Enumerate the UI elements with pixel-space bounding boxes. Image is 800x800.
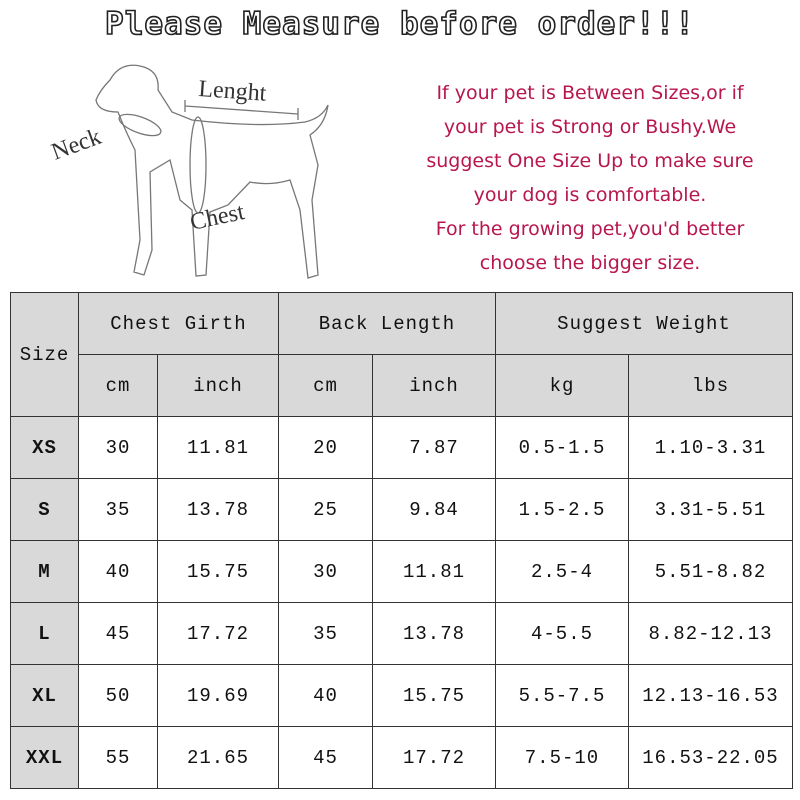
value-cell: 19.69	[157, 664, 279, 727]
value-cell: 2.5-4	[495, 540, 629, 603]
unit-header: inch	[372, 354, 496, 417]
value-cell: 5.5-7.5	[495, 664, 629, 727]
table-row: M 40 15.75 30 11.81 2.5-4 5.51-8.82	[10, 540, 793, 603]
note-line: your pet is Strong or Bushy.We	[443, 116, 737, 138]
value-cell: 30	[278, 540, 373, 603]
note-line: For the growing pet,you'd better	[435, 218, 745, 240]
size-chart-table: Size Chest Girth Back Length Suggest Wei…	[10, 292, 793, 789]
value-cell: 20	[278, 416, 373, 479]
value-cell: 35	[278, 602, 373, 665]
unit-header: cm	[278, 354, 373, 417]
back-length-header: Back Length	[278, 292, 496, 355]
value-cell: 4-5.5	[495, 602, 629, 665]
length-label: Lenght	[198, 76, 268, 107]
value-cell: 15.75	[372, 664, 496, 727]
value-cell: 40	[278, 664, 373, 727]
value-cell: 55	[78, 726, 158, 789]
note-line: If your pet is Between Sizes,or if	[436, 82, 744, 104]
note-line: suggest One Size Up to make sure	[426, 150, 754, 172]
value-cell: 12.13-16.53	[628, 664, 793, 727]
table-row: XXL 55 21.65 45 17.72 7.5-10 16.53-22.05	[10, 726, 793, 789]
value-cell: 11.81	[372, 540, 496, 603]
unit-header: kg	[495, 354, 629, 417]
value-cell: 50	[78, 664, 158, 727]
chest-label: Chest	[188, 199, 247, 236]
value-cell: 45	[78, 602, 158, 665]
value-cell: 13.78	[157, 478, 279, 541]
size-cell: M	[10, 540, 79, 603]
value-cell: 17.72	[372, 726, 496, 789]
value-cell: 7.5-10	[495, 726, 629, 789]
value-cell: 21.65	[157, 726, 279, 789]
value-cell: 17.72	[157, 602, 279, 665]
sizing-advice: If your pet is Between Sizes,or if your …	[405, 76, 775, 280]
value-cell: 3.31-5.51	[628, 478, 793, 541]
table-row: XL 50 19.69 40 15.75 5.5-7.5 12.13-16.53	[10, 664, 793, 727]
size-cell: XXL	[10, 726, 79, 789]
neck-label: Neck	[48, 124, 104, 166]
value-cell: 1.10-3.31	[628, 416, 793, 479]
value-cell: 1.5-2.5	[495, 478, 629, 541]
value-cell: 15.75	[157, 540, 279, 603]
suggest-weight-header: Suggest Weight	[495, 292, 793, 355]
value-cell: 11.81	[157, 416, 279, 479]
dog-measurement-diagram: Lenght Neck Chest	[48, 64, 329, 279]
unit-header: inch	[157, 354, 279, 417]
value-cell: 35	[78, 478, 158, 541]
page-title: Please Measure before order!!!	[104, 5, 695, 43]
value-cell: 0.5-1.5	[495, 416, 629, 479]
value-cell: 30	[78, 416, 158, 479]
value-cell: 13.78	[372, 602, 496, 665]
size-cell: XS	[10, 416, 79, 479]
value-cell: 7.87	[372, 416, 496, 479]
table-row: S 35 13.78 25 9.84 1.5-2.5 3.31-5.51	[10, 478, 793, 541]
note-line: choose the bigger size.	[479, 252, 701, 274]
value-cell: 5.51-8.82	[628, 540, 793, 603]
value-cell: 45	[278, 726, 373, 789]
unit-header: lbs	[628, 354, 793, 417]
table-row: XS 30 11.81 20 7.87 0.5-1.5 1.10-3.31	[10, 416, 793, 479]
value-cell: 40	[78, 540, 158, 603]
unit-header: cm	[78, 354, 158, 417]
note-line: your dog is comfortable.	[473, 184, 707, 206]
value-cell: 16.53-22.05	[628, 726, 793, 789]
size-cell: XL	[10, 664, 79, 727]
chest-girth-header: Chest Girth	[78, 292, 279, 355]
value-cell: 8.82-12.13	[628, 602, 793, 665]
value-cell: 9.84	[372, 478, 496, 541]
table-row: L 45 17.72 35 13.78 4-5.5 8.82-12.13	[10, 602, 793, 665]
size-cell: L	[10, 602, 79, 665]
value-cell: 25	[278, 478, 373, 541]
size-cell: S	[10, 478, 79, 541]
size-header: Size	[10, 292, 79, 417]
